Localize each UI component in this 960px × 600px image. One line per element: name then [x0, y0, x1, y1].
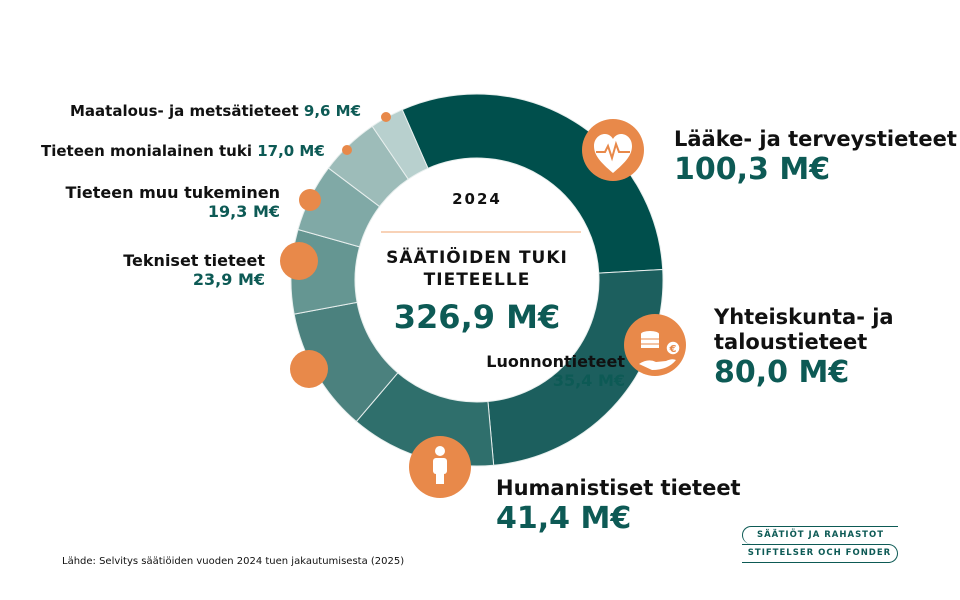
- category-label: Lääke- ja terveystieteet: [674, 127, 957, 151]
- category-label: Maatalous- ja metsätieteet: [70, 102, 299, 120]
- chart-title: SÄÄTIÖIDEN TUKI TIETEELLE: [386, 248, 568, 291]
- source-note: Lähde: Selvitys säätiöiden vuoden 2024 t…: [62, 556, 405, 567]
- label-humanistiset: Humanistiset tieteet 41,4 M€: [496, 476, 741, 537]
- category-label: Tekniset tieteet: [123, 251, 265, 270]
- logo-line-1: SÄÄTIÖT JA RAHASTOT: [742, 526, 898, 544]
- label-tekniset: Tekniset tieteet 23,9 M€: [60, 251, 265, 289]
- svg-text:€: €: [669, 344, 677, 355]
- category-label: Humanistiset tieteet: [496, 476, 741, 500]
- category-label: Tieteen monialainen tuki: [41, 142, 252, 160]
- category-label: Luonnontieteet: [486, 352, 625, 371]
- value-label: 41,4 M€: [496, 501, 632, 537]
- chart-total: 326,9 M€: [393, 298, 561, 336]
- person-icon: [433, 446, 447, 484]
- label-laake: Lääke- ja terveystieteet 100,3 M€: [674, 127, 957, 188]
- chart-year: 2024: [452, 190, 502, 208]
- value-label: 17,0 M€: [257, 142, 325, 160]
- value-label: 19,3 M€: [207, 202, 280, 222]
- category-label: Yhteiskunta- ja taloustieteet: [714, 305, 894, 355]
- value-label: 9,6 M€: [303, 102, 362, 120]
- donut-segment: [371, 109, 429, 180]
- category-marker: [290, 350, 328, 388]
- value-label: 80,0 M€: [714, 355, 850, 391]
- label-luonnontieteet: Luonnontieteet 35,4 M€: [486, 352, 625, 390]
- value-label: 35,4 M€: [552, 371, 625, 391]
- label-yhteiskunta: Yhteiskunta- ja taloustieteet 80,0 M€: [714, 305, 914, 391]
- value-label: 100,3 M€: [674, 152, 831, 188]
- category-marker: [342, 145, 352, 155]
- logo-line-2: STIFTELSER OCH FONDER: [742, 544, 898, 563]
- category-marker: [381, 112, 391, 122]
- category-marker: [299, 189, 321, 211]
- label-monialainen: Tieteen monialainen tuki 17,0 M€: [41, 142, 325, 160]
- heart-pulse-icon: [594, 134, 632, 173]
- label-maatalous: Maatalous- ja metsätieteet 9,6 M€: [70, 102, 361, 120]
- category-label: Tieteen muu tukeminen: [65, 183, 280, 202]
- logo: SÄÄTIÖT JA RAHASTOT STIFTELSER OCH FONDE…: [742, 526, 898, 563]
- coins-hand-icon: €: [639, 331, 681, 370]
- value-label: 23,9 M€: [192, 270, 265, 290]
- label-muu: Tieteen muu tukeminen 19,3 M€: [40, 183, 280, 221]
- category-marker: [280, 242, 318, 280]
